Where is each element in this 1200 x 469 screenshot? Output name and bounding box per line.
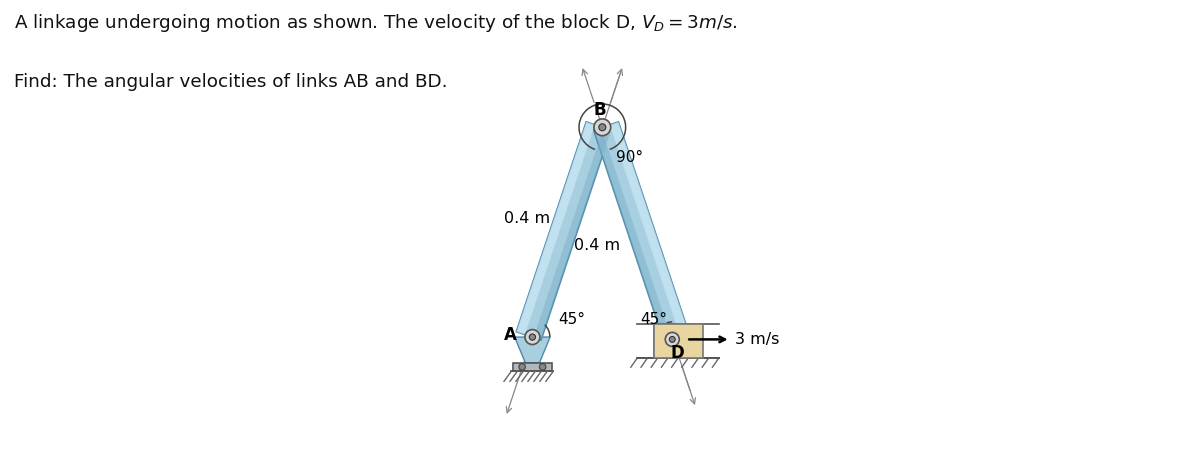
Circle shape bbox=[599, 124, 606, 131]
Text: D: D bbox=[670, 344, 684, 363]
Polygon shape bbox=[610, 122, 689, 334]
Text: 45°: 45° bbox=[641, 312, 667, 327]
Text: 90°: 90° bbox=[617, 150, 643, 165]
Bar bbox=[512, 363, 552, 371]
Polygon shape bbox=[516, 122, 611, 340]
Bar bbox=[654, 324, 703, 358]
Circle shape bbox=[524, 330, 540, 345]
Polygon shape bbox=[516, 122, 595, 334]
Text: 3 m/s: 3 m/s bbox=[736, 332, 780, 347]
Text: 45°: 45° bbox=[558, 312, 586, 327]
Text: 0.4 m: 0.4 m bbox=[504, 212, 551, 227]
Text: 0.4 m: 0.4 m bbox=[575, 238, 620, 253]
Text: Find: The angular velocities of links AB and BD.: Find: The angular velocities of links AB… bbox=[14, 73, 448, 91]
Polygon shape bbox=[594, 122, 689, 340]
Circle shape bbox=[665, 333, 679, 347]
Circle shape bbox=[594, 119, 611, 136]
Circle shape bbox=[539, 363, 546, 370]
Polygon shape bbox=[515, 337, 550, 363]
Circle shape bbox=[518, 363, 526, 370]
Text: A: A bbox=[504, 326, 517, 344]
Polygon shape bbox=[594, 128, 671, 340]
Circle shape bbox=[529, 334, 535, 340]
Text: A linkage undergoing motion as shown. The velocity of the block D, $V_D = 3m/s$.: A linkage undergoing motion as shown. Th… bbox=[14, 12, 738, 34]
Circle shape bbox=[670, 336, 676, 342]
Text: B: B bbox=[594, 100, 606, 119]
Polygon shape bbox=[534, 128, 611, 340]
